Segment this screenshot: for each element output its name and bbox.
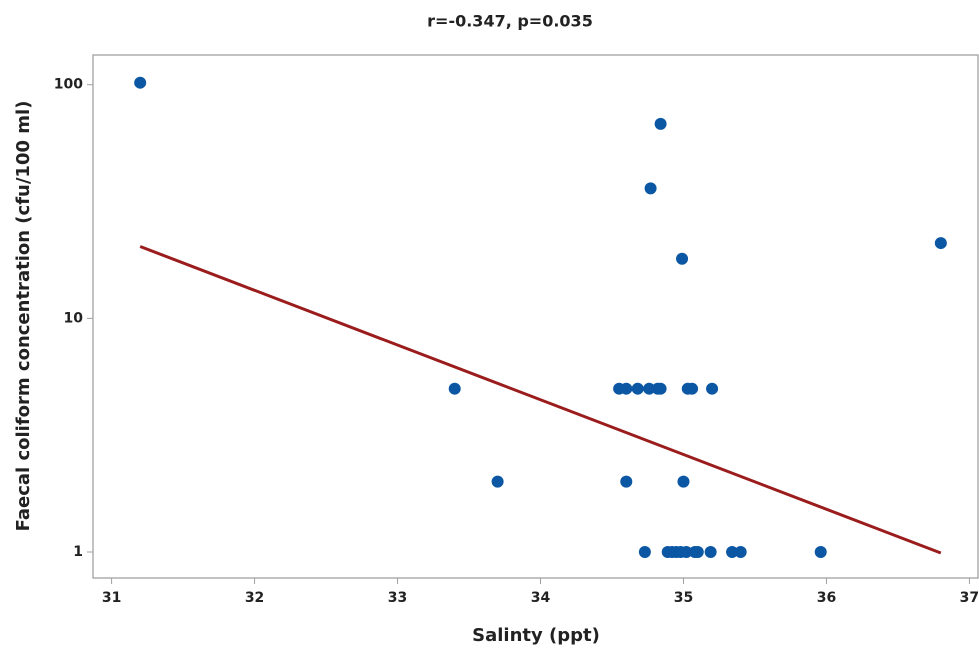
point: [934, 237, 947, 250]
point: [643, 382, 656, 395]
point: [654, 117, 667, 130]
point: [620, 475, 633, 488]
point: [676, 252, 689, 265]
point: [134, 76, 147, 89]
point: [706, 382, 719, 395]
y-axis-title: Faecal coliform concentration (cfu/100 m…: [13, 101, 34, 532]
x-tick-label: 35: [674, 590, 693, 606]
point: [814, 546, 827, 559]
point: [691, 546, 704, 559]
point: [680, 546, 693, 559]
y-tick-label: 1: [73, 544, 83, 560]
point: [448, 382, 461, 395]
point: [491, 475, 504, 488]
point: [686, 382, 699, 395]
x-tick-label: 31: [102, 590, 121, 606]
point: [734, 546, 747, 559]
x-axis-title: Salinty (ppt): [472, 625, 600, 646]
point: [726, 546, 739, 559]
x-tick-label: 36: [817, 590, 836, 606]
plot-frame: [92, 54, 979, 579]
x-tick-label: 37: [960, 590, 979, 606]
y-tick-label: 100: [54, 77, 83, 93]
point: [644, 182, 657, 195]
point: [654, 382, 667, 395]
y-tick-label: 10: [64, 310, 84, 326]
point: [704, 546, 717, 559]
x-tick-label: 32: [245, 590, 264, 606]
x-tick-label: 33: [388, 590, 407, 606]
x-tick-label: 34: [531, 590, 551, 606]
point: [677, 475, 690, 488]
trend-line: [139, 245, 942, 555]
chart-title: r=-0.347, p=0.035: [427, 12, 593, 31]
point: [620, 382, 633, 395]
point: [631, 382, 644, 395]
point: [638, 546, 651, 559]
